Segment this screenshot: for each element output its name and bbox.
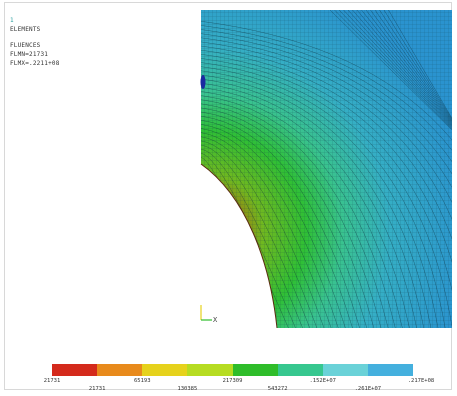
legend-swatch-6 [322, 364, 368, 376]
contour-line [338, 10, 452, 129]
triad-x-label: X [213, 316, 218, 324]
contour-line [201, 37, 452, 328]
fluence-min: FLMN=21731 [10, 51, 49, 58]
contour-line [201, 120, 353, 328]
contour-line [201, 111, 368, 328]
contour-line [201, 140, 318, 328]
contour-line [343, 10, 452, 128]
plot-subtitle: FLUENCES [10, 42, 41, 49]
contour-line [365, 10, 452, 123]
contour-line [201, 62, 452, 328]
plot-title: ELEMENTS [10, 26, 41, 33]
contour-line [201, 144, 311, 328]
contour-line [201, 87, 410, 328]
color-legend [52, 364, 413, 376]
contour-line [201, 70, 439, 328]
contour-line [201, 41, 452, 328]
contour-line [370, 10, 452, 123]
contour-line [201, 45, 452, 328]
contour-line [201, 49, 452, 328]
window-number: 1 [10, 17, 14, 24]
contour-line [352, 10, 452, 126]
contour-line [201, 78, 425, 328]
info-panel: 1 ELEMENTS FLUENCES FLMN=21731 FLMX=.221… [10, 16, 60, 68]
contour-line [201, 115, 360, 328]
legend-swatch-7 [367, 364, 413, 376]
contour-line [201, 29, 452, 328]
contour-line [201, 82, 417, 328]
legend-swatch-5 [277, 364, 323, 376]
contour-line [201, 91, 403, 328]
contour-line [361, 10, 452, 124]
legend-tick-bottom-3: .261E+07 [354, 386, 382, 392]
contour-line [201, 128, 339, 328]
contour-line [383, 10, 452, 120]
contour-line [374, 10, 452, 122]
legend-tick-top-0: 21731 [43, 378, 61, 384]
contour-line [379, 10, 452, 121]
legend-tick-bottom-2: 543272 [267, 386, 288, 392]
legend-tick-top-1: 65193 [133, 378, 151, 384]
contour-line [201, 33, 452, 328]
fluence-max: FLMX=.2211+08 [10, 60, 60, 67]
contour-line [388, 10, 452, 119]
contour-line [201, 153, 296, 328]
legend-swatch-3 [187, 364, 233, 376]
legend-tick-bottom-1: 130385 [177, 386, 198, 392]
legend-tick-top-3: .152E+07 [309, 378, 337, 384]
legend-tick-bottom-0: 21731 [88, 386, 106, 392]
legend-swatch-4 [232, 364, 278, 376]
legend-swatch-2 [142, 364, 188, 376]
contour-line [201, 132, 332, 328]
contour-line [201, 21, 452, 328]
legend-tick-top-2: 217309 [222, 378, 243, 384]
contour-line [201, 107, 375, 328]
contour-line [201, 136, 325, 328]
contour-line [201, 124, 346, 328]
contour-line [201, 103, 382, 328]
contour-line [201, 58, 452, 328]
contour-line [201, 74, 432, 328]
hole-boundary [200, 163, 278, 329]
contour-line [356, 10, 452, 125]
contour-line [201, 99, 389, 328]
contour-line [201, 25, 452, 328]
legend-swatch-1 [97, 364, 143, 376]
legend-tick-top-4: .217E+08 [407, 378, 435, 384]
contour-line [201, 148, 303, 328]
contour-line [201, 66, 446, 328]
contour-line [201, 54, 452, 328]
contour-line [334, 10, 452, 130]
contour-line [329, 10, 452, 131]
mesh-region [201, 10, 452, 328]
coordinate-triad: X [198, 302, 220, 324]
contour-line [201, 95, 396, 328]
legend-swatch-0 [52, 364, 98, 376]
contour-line [347, 10, 452, 127]
boundary-marker [200, 75, 206, 89]
